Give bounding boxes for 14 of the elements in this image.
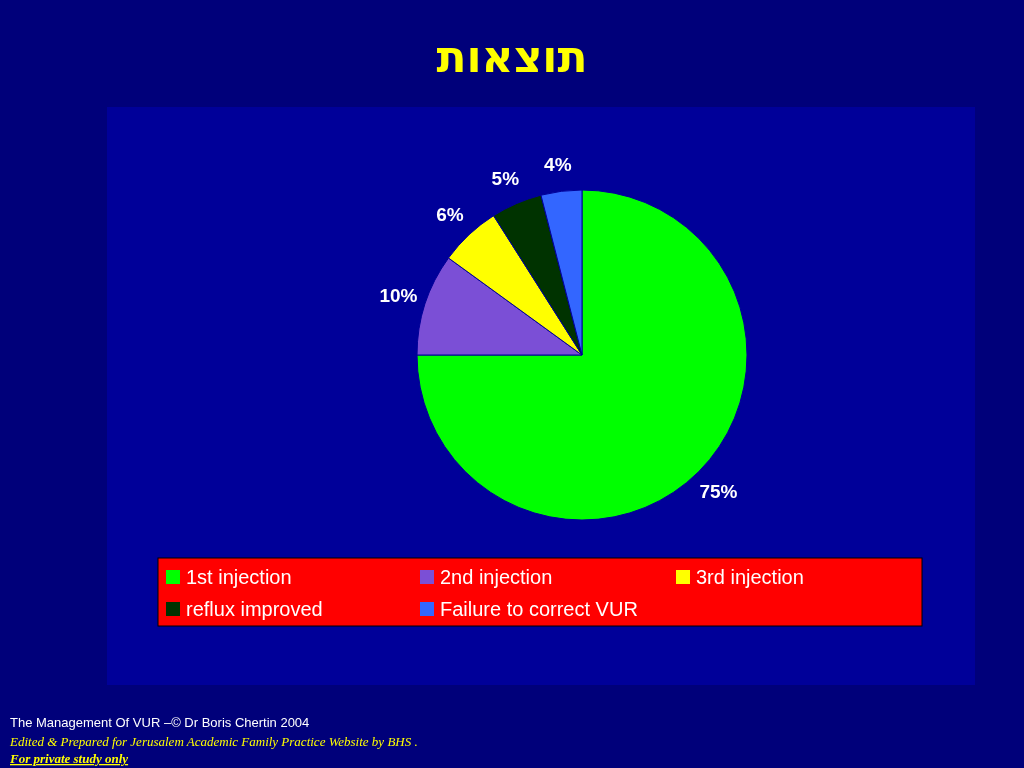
data-label: 6% [436,204,464,226]
data-label: 5% [491,167,520,189]
data-label: 75% [699,481,738,503]
legend-label: 1st injection [186,566,292,588]
legend-label: reflux improved [186,598,323,620]
text: The Management Of VUR –© Dr Boris Chertin 2004 [10,715,310,730]
legend-label: 2nd injection [440,566,553,588]
text: For private study only [9,751,129,766]
data-label: 4% [544,153,572,175]
legend-label: 3rd injection [696,566,804,588]
legend-label: Failure to correct VUR [440,598,638,620]
data-label: 10% [379,285,418,307]
text: Edited & Prepared for Jerusalem Academic Family Practice Website by BHS . [9,734,418,749]
chart-title: תוצאות [436,31,588,82]
